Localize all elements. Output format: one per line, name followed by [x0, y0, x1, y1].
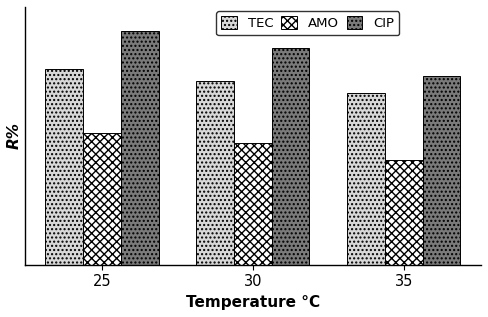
Bar [234, 143, 272, 265]
Y-axis label: R%: R% [7, 122, 22, 149]
Bar [83, 133, 121, 265]
X-axis label: Temperature °C: Temperature °C [186, 295, 320, 310]
Bar [45, 69, 83, 265]
Bar [196, 81, 234, 265]
Bar [272, 48, 309, 265]
Bar [121, 31, 159, 265]
Bar [385, 160, 423, 265]
Bar [423, 76, 460, 265]
Legend: TEC, AMO, CIP: TEC, AMO, CIP [216, 11, 399, 35]
Bar [347, 93, 385, 265]
